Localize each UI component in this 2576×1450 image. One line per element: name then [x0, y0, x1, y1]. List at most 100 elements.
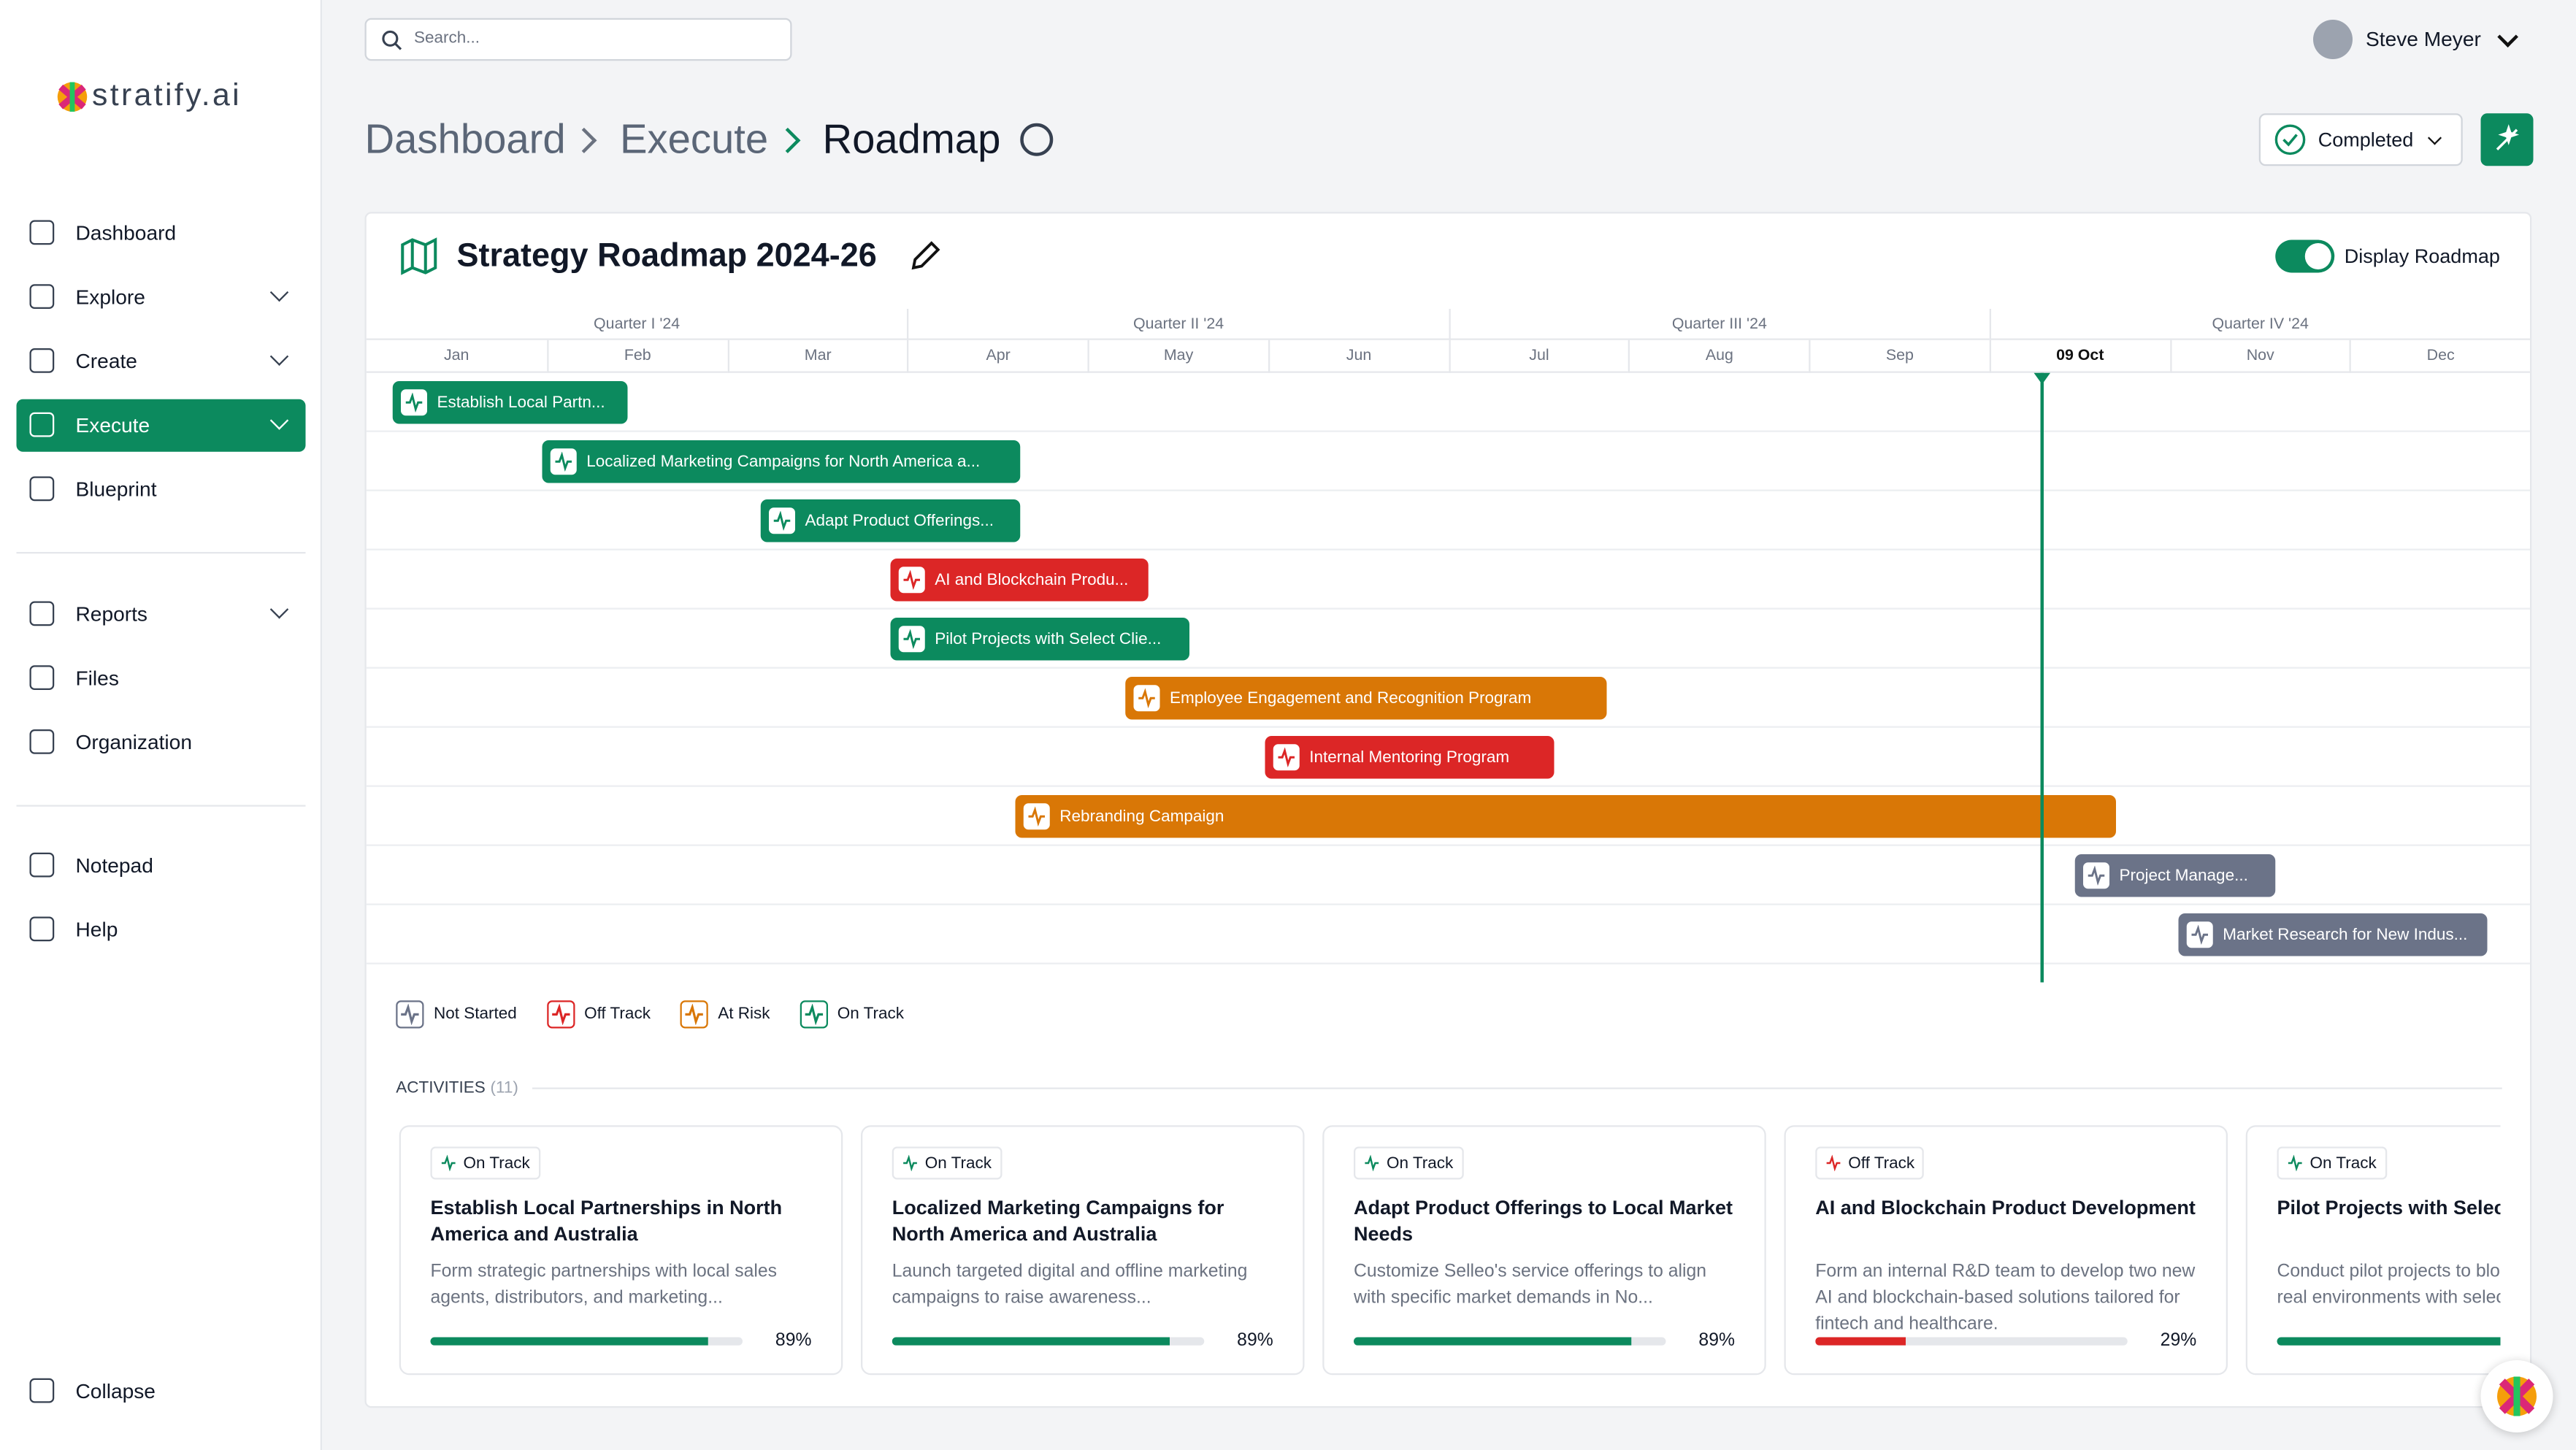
status-icon [1822, 1151, 1845, 1175]
task-bar[interactable]: Internal Mentoring Program [1265, 736, 1555, 779]
breadcrumb-item[interactable]: Dashboard [364, 115, 566, 162]
progress-fill [1354, 1337, 1632, 1346]
task-bar[interactable]: Pilot Projects with Select Clie... [890, 618, 1189, 661]
activity-strip: On Track Establish Local Partnerships in … [367, 214, 2501, 1410]
separator [572, 126, 598, 153]
nav-icon [29, 220, 55, 245]
nav-label: Help [75, 918, 118, 942]
task-bar[interactable]: Project Manage... [2074, 854, 2276, 897]
progress-track [1354, 1337, 1666, 1346]
activity-card[interactable]: Off Track AI and Blockchain Product Devel… [1784, 1125, 2228, 1376]
search-box[interactable]: Search... [364, 18, 792, 61]
status-label: Completed [2318, 128, 2414, 152]
assistant-button[interactable] [2480, 1360, 2553, 1432]
edit-icon[interactable] [908, 240, 941, 273]
month-header: Sep [1809, 340, 1990, 373]
activity-card[interactable]: On Track Pilot Projects with Select Clien… [2245, 1125, 2501, 1376]
status-dropdown[interactable]: Completed [2258, 113, 2463, 166]
status-text: On Track [1387, 1154, 1454, 1173]
nav-item[interactable]: Dashboard [17, 207, 306, 260]
activity-description: Customize Selleo's service offerings to … [1354, 1262, 1707, 1308]
nav-item[interactable]: Notepad [17, 840, 306, 892]
gantt-row [366, 669, 2530, 728]
nav-item[interactable]: Explore [17, 271, 306, 323]
nav-item[interactable]: Blueprint [17, 464, 306, 516]
legend-label: Off Track [584, 1005, 651, 1024]
status-text: Off Track [1848, 1154, 1915, 1173]
collapse-button[interactable]: Collapse [17, 1365, 306, 1418]
task-bar[interactable]: Adapt Product Offerings... [760, 499, 1021, 542]
activity-description: Form strategic partnerships with local s… [430, 1262, 778, 1308]
month-header: 09 Oct [1989, 340, 2170, 373]
nav-item[interactable]: Create [17, 335, 306, 388]
roadmap-title: Strategy Roadmap 2024-26 [456, 238, 877, 275]
logo: stratify.ai [56, 79, 242, 115]
logo-text: stratify.ai [92, 79, 242, 114]
task-bar[interactable]: Establish Local Partn... [392, 381, 628, 424]
nav-item[interactable]: Help [17, 904, 306, 956]
status-icon [2083, 862, 2109, 889]
nav-chevron [269, 347, 289, 366]
nav-item[interactable]: Reports [17, 588, 306, 641]
task-bar[interactable]: Market Research for New Indus... [2178, 913, 2488, 956]
search-placeholder: Search... [414, 29, 480, 48]
breadcrumb-item[interactable]: Execute [619, 115, 769, 162]
month-header: Dec [2350, 340, 2530, 373]
status-icon [396, 1000, 424, 1029]
legend-item: Off Track [546, 1000, 651, 1029]
activity-card[interactable]: On Track Localized Marketing Campaigns fo… [861, 1125, 1305, 1376]
month-header: Nov [2169, 340, 2350, 373]
status-icon [1360, 1151, 1384, 1175]
legend-label: At Risk [718, 1005, 770, 1024]
nav-item[interactable]: Execute [16, 399, 306, 452]
gantt-row [366, 432, 2530, 491]
progress-label: 29% [2160, 1330, 2197, 1351]
task-bar[interactable]: Localized Marketing Campaigns for North … [542, 440, 1021, 483]
divider [16, 805, 306, 807]
legend-item: On Track [799, 1000, 905, 1029]
legend: Not Started Off Track At Risk On Track [396, 1000, 905, 1029]
separator [774, 126, 800, 153]
gantt-row [366, 491, 2530, 551]
user-name: Steve Meyer [2366, 28, 2481, 51]
activity-card[interactable]: On Track Establish Local Partnerships in … [399, 1125, 843, 1376]
status-icon [680, 1000, 708, 1029]
task-bar[interactable]: Rebranding Campaign [1015, 795, 2116, 838]
legend-label: On Track [837, 1005, 905, 1024]
nav-label: Organization [75, 731, 192, 754]
legend-item: Not Started [396, 1000, 517, 1029]
ai-button[interactable] [2480, 113, 2534, 166]
info-icon [1020, 123, 1054, 156]
nav-icon [29, 729, 55, 754]
user-menu[interactable]: Steve Meyer [2313, 20, 2519, 59]
toggle-label: Display Roadmap [2344, 245, 2500, 268]
month-header: May [1087, 340, 1268, 373]
roadmap-toggle[interactable] [2275, 239, 2335, 273]
month-header: Apr [907, 340, 1088, 373]
task-label: Employee Engagement and Recognition Prog… [1170, 688, 1532, 707]
status-chip: On Track [1354, 1146, 1463, 1180]
status-icon [1023, 803, 1050, 830]
month-header: Aug [1628, 340, 1809, 373]
task-label: Rebranding Campaign [1059, 807, 1224, 826]
nav-label: Files [75, 667, 119, 691]
map-icon [401, 237, 437, 275]
collapse-label: Collapse [75, 1380, 156, 1403]
nav-item[interactable]: Organization [17, 716, 306, 769]
chevron [2428, 130, 2442, 145]
gantt-row [366, 728, 2530, 787]
progress-fill [892, 1337, 1170, 1346]
nav-chevron [269, 283, 289, 302]
status-icon [437, 1151, 460, 1175]
gantt-row [366, 905, 2530, 964]
nav-chevron [269, 411, 289, 430]
task-bar[interactable]: AI and Blockchain Produ... [890, 559, 1149, 602]
activities-label: ACTIVITIES [396, 1079, 486, 1097]
progress-track [430, 1337, 743, 1346]
task-bar[interactable]: Employee Engagement and Recognition Prog… [1125, 677, 1607, 720]
quarter-header: Quarter III '24 [1448, 309, 1990, 340]
nav-item[interactable]: Files [17, 652, 306, 705]
activity-card[interactable]: On Track Adapt Product Offerings to Local… [1322, 1125, 1766, 1376]
nav-icon [29, 284, 55, 309]
